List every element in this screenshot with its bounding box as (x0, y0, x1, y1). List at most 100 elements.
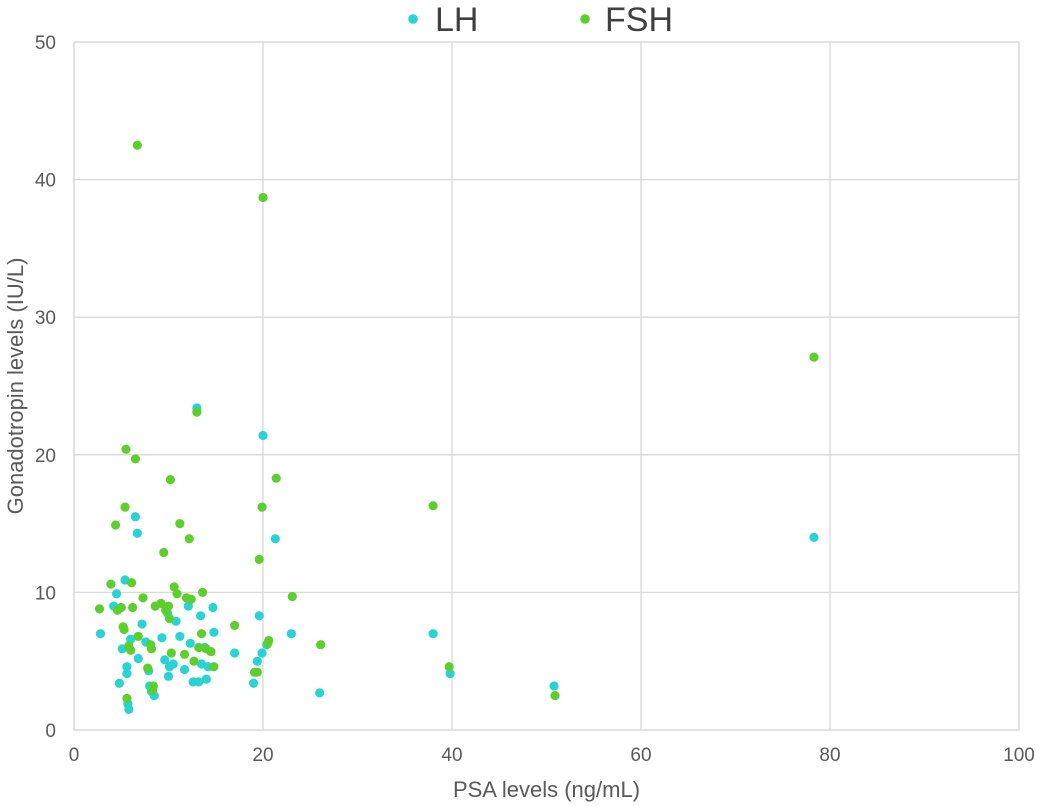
fsh-point (230, 620, 240, 631)
lh-point (168, 659, 178, 669)
y-tick-label: 10 (35, 583, 56, 604)
lh-point (445, 668, 455, 679)
legend-marker-lh (408, 14, 418, 24)
fsh-point (444, 662, 454, 672)
lh-point (428, 629, 438, 639)
fsh-point (179, 649, 190, 659)
fsh-point (133, 631, 143, 642)
lh-point (175, 631, 185, 642)
fsh-point (209, 662, 219, 672)
lh-point (124, 704, 134, 714)
fsh-point (164, 613, 175, 624)
y-axis-tick-labels: 0 10 20 30 40 50 (35, 33, 56, 742)
fsh-point (175, 519, 185, 529)
fsh-point (184, 534, 194, 544)
lh-point (315, 688, 325, 698)
fsh-point (287, 591, 297, 602)
y-tick-label: 50 (35, 33, 56, 54)
lh-point (201, 674, 211, 684)
fsh-point (130, 454, 141, 464)
lh-point (111, 589, 122, 599)
lh-point (809, 532, 819, 542)
fsh-point (258, 192, 268, 203)
fsh-point (122, 693, 132, 703)
fsh-point (110, 520, 121, 530)
fsh-point (206, 646, 216, 657)
x-tick-label: 40 (441, 745, 462, 766)
x-tick-label: 100 (1003, 745, 1035, 766)
fsh-point (127, 578, 137, 588)
lh-point (258, 430, 268, 441)
fsh-point (132, 140, 142, 150)
lh-point (209, 627, 219, 637)
lh-point (132, 528, 142, 538)
fsh-point (159, 547, 169, 558)
fsh-point (186, 594, 196, 604)
fsh-point (143, 663, 153, 673)
y-tick-label: 40 (35, 171, 56, 192)
fsh-point (163, 601, 174, 611)
lh-point (194, 677, 204, 687)
fsh-point (106, 579, 116, 589)
fsh-point (119, 624, 129, 635)
x-axis-title: PSA levels (ng/mL) (453, 777, 640, 802)
lh-point (252, 656, 262, 666)
fsh-point (166, 648, 176, 658)
lh-point (133, 653, 143, 664)
fsh-point (252, 667, 262, 677)
fsh-point (126, 645, 136, 655)
fsh-point (127, 602, 138, 613)
lh-point (257, 648, 267, 658)
y-tick-label: 20 (35, 446, 56, 467)
legend-label-lh: LH (435, 1, 478, 39)
lh-point (122, 662, 132, 672)
lh-point (160, 655, 170, 665)
fsh-point (194, 642, 204, 653)
lh-point (122, 668, 132, 679)
x-axis-tick-labels: 0 20 40 60 80 100 (69, 745, 1035, 766)
x-tick-label: 60 (630, 745, 651, 766)
lh-point (286, 629, 296, 639)
fsh-point (172, 589, 182, 599)
fsh-point (254, 554, 264, 564)
data-points (94, 140, 819, 714)
fsh-point (196, 629, 207, 639)
lh-point (130, 512, 141, 522)
fsh-point (257, 502, 267, 512)
lh-point (157, 633, 167, 643)
gridlines (73, 41, 1020, 731)
lh-point (137, 619, 147, 629)
legend: LH FSH (408, 1, 673, 39)
fsh-point (121, 444, 131, 454)
lh-point (179, 664, 190, 675)
lh-point (114, 678, 124, 688)
fsh-point (316, 640, 326, 650)
lh-point (549, 681, 559, 691)
y-axis-title: Gonadotropin levels (IU/L) (3, 258, 28, 515)
lh-point (163, 671, 174, 681)
fsh-point (169, 582, 179, 592)
fsh-point (809, 352, 819, 362)
lh-point (230, 648, 240, 658)
x-tick-label: 20 (252, 745, 273, 766)
fsh-point (148, 681, 158, 691)
fsh-point (116, 602, 126, 613)
lh-point (183, 601, 193, 611)
fsh-point (94, 604, 105, 614)
lh-point (270, 534, 280, 544)
y-tick-label: 30 (35, 308, 56, 329)
fsh-point (197, 587, 208, 598)
fsh-point (550, 691, 560, 701)
lh-point (185, 638, 195, 648)
fsh-point (138, 593, 148, 603)
x-tick-label: 0 (69, 745, 80, 766)
legend-marker-fsh (580, 14, 590, 24)
fsh-point (156, 598, 166, 609)
y-tick-label: 0 (45, 721, 56, 742)
fsh-point (146, 644, 157, 654)
lh-point (95, 629, 106, 639)
x-tick-label: 80 (819, 745, 840, 766)
fsh-point (192, 407, 202, 417)
lh-point (254, 611, 264, 621)
